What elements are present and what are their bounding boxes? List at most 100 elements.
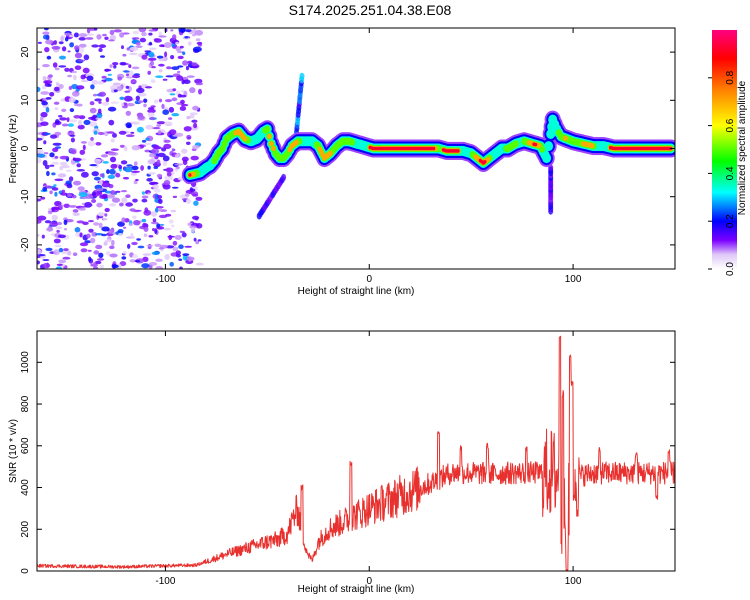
colorbar-ticks: 0.0 0.2 0.4 0.6 0.8 xyxy=(708,70,736,276)
noise-speckle xyxy=(189,112,198,115)
snr-ylabel: SNR (10 * v/v) xyxy=(8,419,19,483)
noise-speckle xyxy=(62,256,71,260)
noise-speckle xyxy=(99,173,105,177)
noise-speckle xyxy=(158,207,163,212)
noise-speckle xyxy=(180,103,189,107)
noise-speckle xyxy=(150,211,158,217)
noise-speckle xyxy=(186,115,191,120)
noise-speckle xyxy=(193,122,198,129)
noise-speckle xyxy=(98,252,104,258)
noise-speckle xyxy=(101,193,109,199)
noise-speckle xyxy=(84,201,93,208)
noise-speckle xyxy=(79,242,89,247)
noise-speckle xyxy=(198,88,202,95)
noise-speckle xyxy=(156,124,162,127)
noise-speckle xyxy=(67,192,72,198)
noise-speckle xyxy=(131,241,138,246)
noise-speckle xyxy=(156,223,161,228)
noise-speckle xyxy=(58,84,64,89)
noise-speckle xyxy=(72,194,77,199)
noise-speckle xyxy=(126,103,135,107)
noise-speckle xyxy=(121,217,126,223)
noise-speckle xyxy=(143,103,147,108)
noise-speckle xyxy=(48,74,53,78)
noise-speckle xyxy=(113,65,117,69)
noise-speckle xyxy=(182,253,190,256)
noise-speckle xyxy=(65,180,72,185)
noise-speckle xyxy=(123,226,127,229)
noise-speckle xyxy=(45,97,52,100)
noise-speckle xyxy=(109,29,115,36)
noise-speckle xyxy=(163,143,172,150)
noise-speckle xyxy=(110,163,118,169)
noise-speckle xyxy=(79,47,85,53)
noise-speckle xyxy=(168,219,174,224)
noise-speckle xyxy=(99,264,105,269)
noise-speckle xyxy=(97,212,105,217)
noise-speckle xyxy=(123,95,133,102)
noise-speckle xyxy=(125,134,135,138)
noise-speckle xyxy=(73,157,82,162)
noise-speckle xyxy=(195,240,200,245)
colorbar-tick-label: 0.2 xyxy=(725,214,736,228)
noise-speckle xyxy=(110,138,115,143)
noise-speckle xyxy=(44,83,51,87)
colorbar-gradient xyxy=(712,30,737,269)
noise-speckle xyxy=(39,116,44,122)
noise-speckle xyxy=(190,227,195,233)
noise-speckle xyxy=(158,98,163,103)
noise-speckle xyxy=(172,34,177,40)
noise-speckle xyxy=(109,168,116,175)
noise-speckle xyxy=(55,119,60,125)
noise-speckle xyxy=(152,218,157,223)
noise-speckle xyxy=(97,131,105,136)
noise-speckle xyxy=(178,258,183,261)
noise-speckle xyxy=(137,245,145,249)
noise-speckle xyxy=(193,237,197,242)
noise-speckle xyxy=(97,258,105,261)
noise-speckle xyxy=(86,233,91,239)
spectral-ridge-cell xyxy=(456,149,460,153)
noise-speckle xyxy=(190,155,199,161)
noise-speckle xyxy=(132,254,138,259)
noise-speckle xyxy=(43,140,47,145)
noise-speckle xyxy=(96,113,103,119)
noise-speckle xyxy=(164,51,168,58)
noise-speckle xyxy=(168,117,173,120)
noise-speckle xyxy=(162,109,170,115)
noise-speckle xyxy=(122,53,127,57)
noise-speckle xyxy=(135,95,140,101)
noise-speckle xyxy=(171,186,179,189)
noise-speckle xyxy=(49,164,55,167)
noise-speckle xyxy=(73,32,79,38)
noise-speckle xyxy=(118,130,127,135)
noise-speckle xyxy=(186,134,192,140)
noise-speckle xyxy=(125,202,133,207)
noise-speckle xyxy=(106,169,110,175)
noise-speckle xyxy=(43,80,53,84)
noise-speckle xyxy=(88,256,92,262)
noise-speckle xyxy=(125,73,130,77)
noise-speckle xyxy=(107,194,115,199)
noise-speckle xyxy=(146,177,153,182)
noise-speckle xyxy=(37,41,42,45)
noise-speckle xyxy=(78,119,82,126)
noise-speckle xyxy=(37,153,46,158)
noise-speckle xyxy=(123,70,130,73)
noise-speckle xyxy=(143,209,152,216)
noise-speckle xyxy=(83,119,91,126)
noise-speckle xyxy=(88,121,98,127)
noise-speckle xyxy=(45,39,53,45)
noise-speckle xyxy=(95,244,103,250)
noise-speckle xyxy=(131,121,141,125)
noise-speckle xyxy=(129,208,136,212)
snr-xlabel: Height of straight line (km) xyxy=(298,584,415,595)
noise-speckle xyxy=(94,28,98,31)
noise-speckle xyxy=(53,40,57,45)
noise-speckle xyxy=(102,33,107,37)
noise-speckle xyxy=(123,251,127,255)
noise-speckle xyxy=(92,262,97,267)
noise-speckle xyxy=(125,122,132,129)
noise-speckle xyxy=(79,149,86,155)
